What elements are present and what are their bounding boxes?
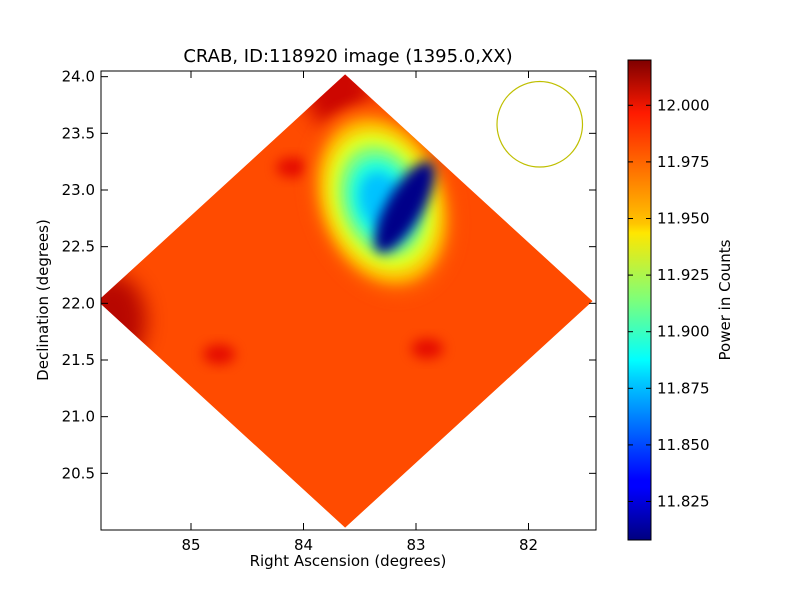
x-axis-ticks: 85 84 83 82 (181, 71, 538, 554)
colorbar-tick-label: 11.950 (657, 209, 710, 227)
y-axis-label: Declination (degrees) (34, 219, 52, 381)
colorbar-tick-label: 11.900 (657, 323, 710, 341)
colorbar-ticks: 11.825 11.850 11.875 11.900 11.925 11.950 11.9… (628, 96, 710, 511)
colorbar-tick-label: 11.850 (657, 436, 710, 454)
beam-circle (496, 80, 584, 168)
colorbar-tick-label: 11.875 (657, 379, 710, 397)
heatmap-feature (374, 161, 436, 253)
y-tick-label: 20.5 (62, 464, 95, 482)
footprint-background (101, 74, 593, 528)
heatmap-feature (203, 344, 236, 365)
heatmap-feature (303, 74, 372, 129)
y-tick-label: 22.0 (62, 294, 95, 312)
y-tick-label: 21.5 (62, 351, 95, 369)
colorbar-tick-label: 11.825 (657, 493, 710, 511)
colorbar-tick-label: 11.975 (657, 153, 710, 171)
y-tick-label: 24.0 (62, 68, 95, 86)
x-axis-label: Right Ascension (degrees) (250, 552, 447, 570)
heatmap-feature (276, 157, 309, 178)
plot-area: 85 84 83 82 20.5 21.0 21.5 22.0 22.5 23.0 23.5 24.… (62, 68, 597, 554)
colorbar-tick-label: 12.000 (657, 96, 710, 114)
plot-frame (100, 70, 597, 531)
y-tick-label: 21.0 (62, 408, 95, 426)
colorbar: 11.825 11.850 11.875 11.900 11.925 11.950 11.9… (627, 59, 734, 541)
x-tick-label: 82 (519, 536, 538, 554)
chart-title: CRAB, ID:118920 image (1395.0,XX) (183, 46, 512, 67)
x-tick-label: 83 (406, 536, 425, 554)
y-tick-label: 23.0 (62, 181, 95, 199)
colorbar-label: Power in Counts (716, 239, 734, 360)
heatmap-feature (411, 338, 444, 359)
x-tick-label: 84 (294, 536, 313, 554)
y-tick-label: 23.5 (62, 124, 95, 142)
x-tick-label: 85 (181, 536, 200, 554)
y-axis-ticks: 20.5 21.0 21.5 22.0 22.5 23.0 23.5 24.0 (62, 68, 596, 482)
y-tick-label: 22.5 (62, 238, 95, 256)
colorbar-gradient (627, 59, 652, 541)
colorbar-tick-label: 11.925 (657, 266, 710, 284)
